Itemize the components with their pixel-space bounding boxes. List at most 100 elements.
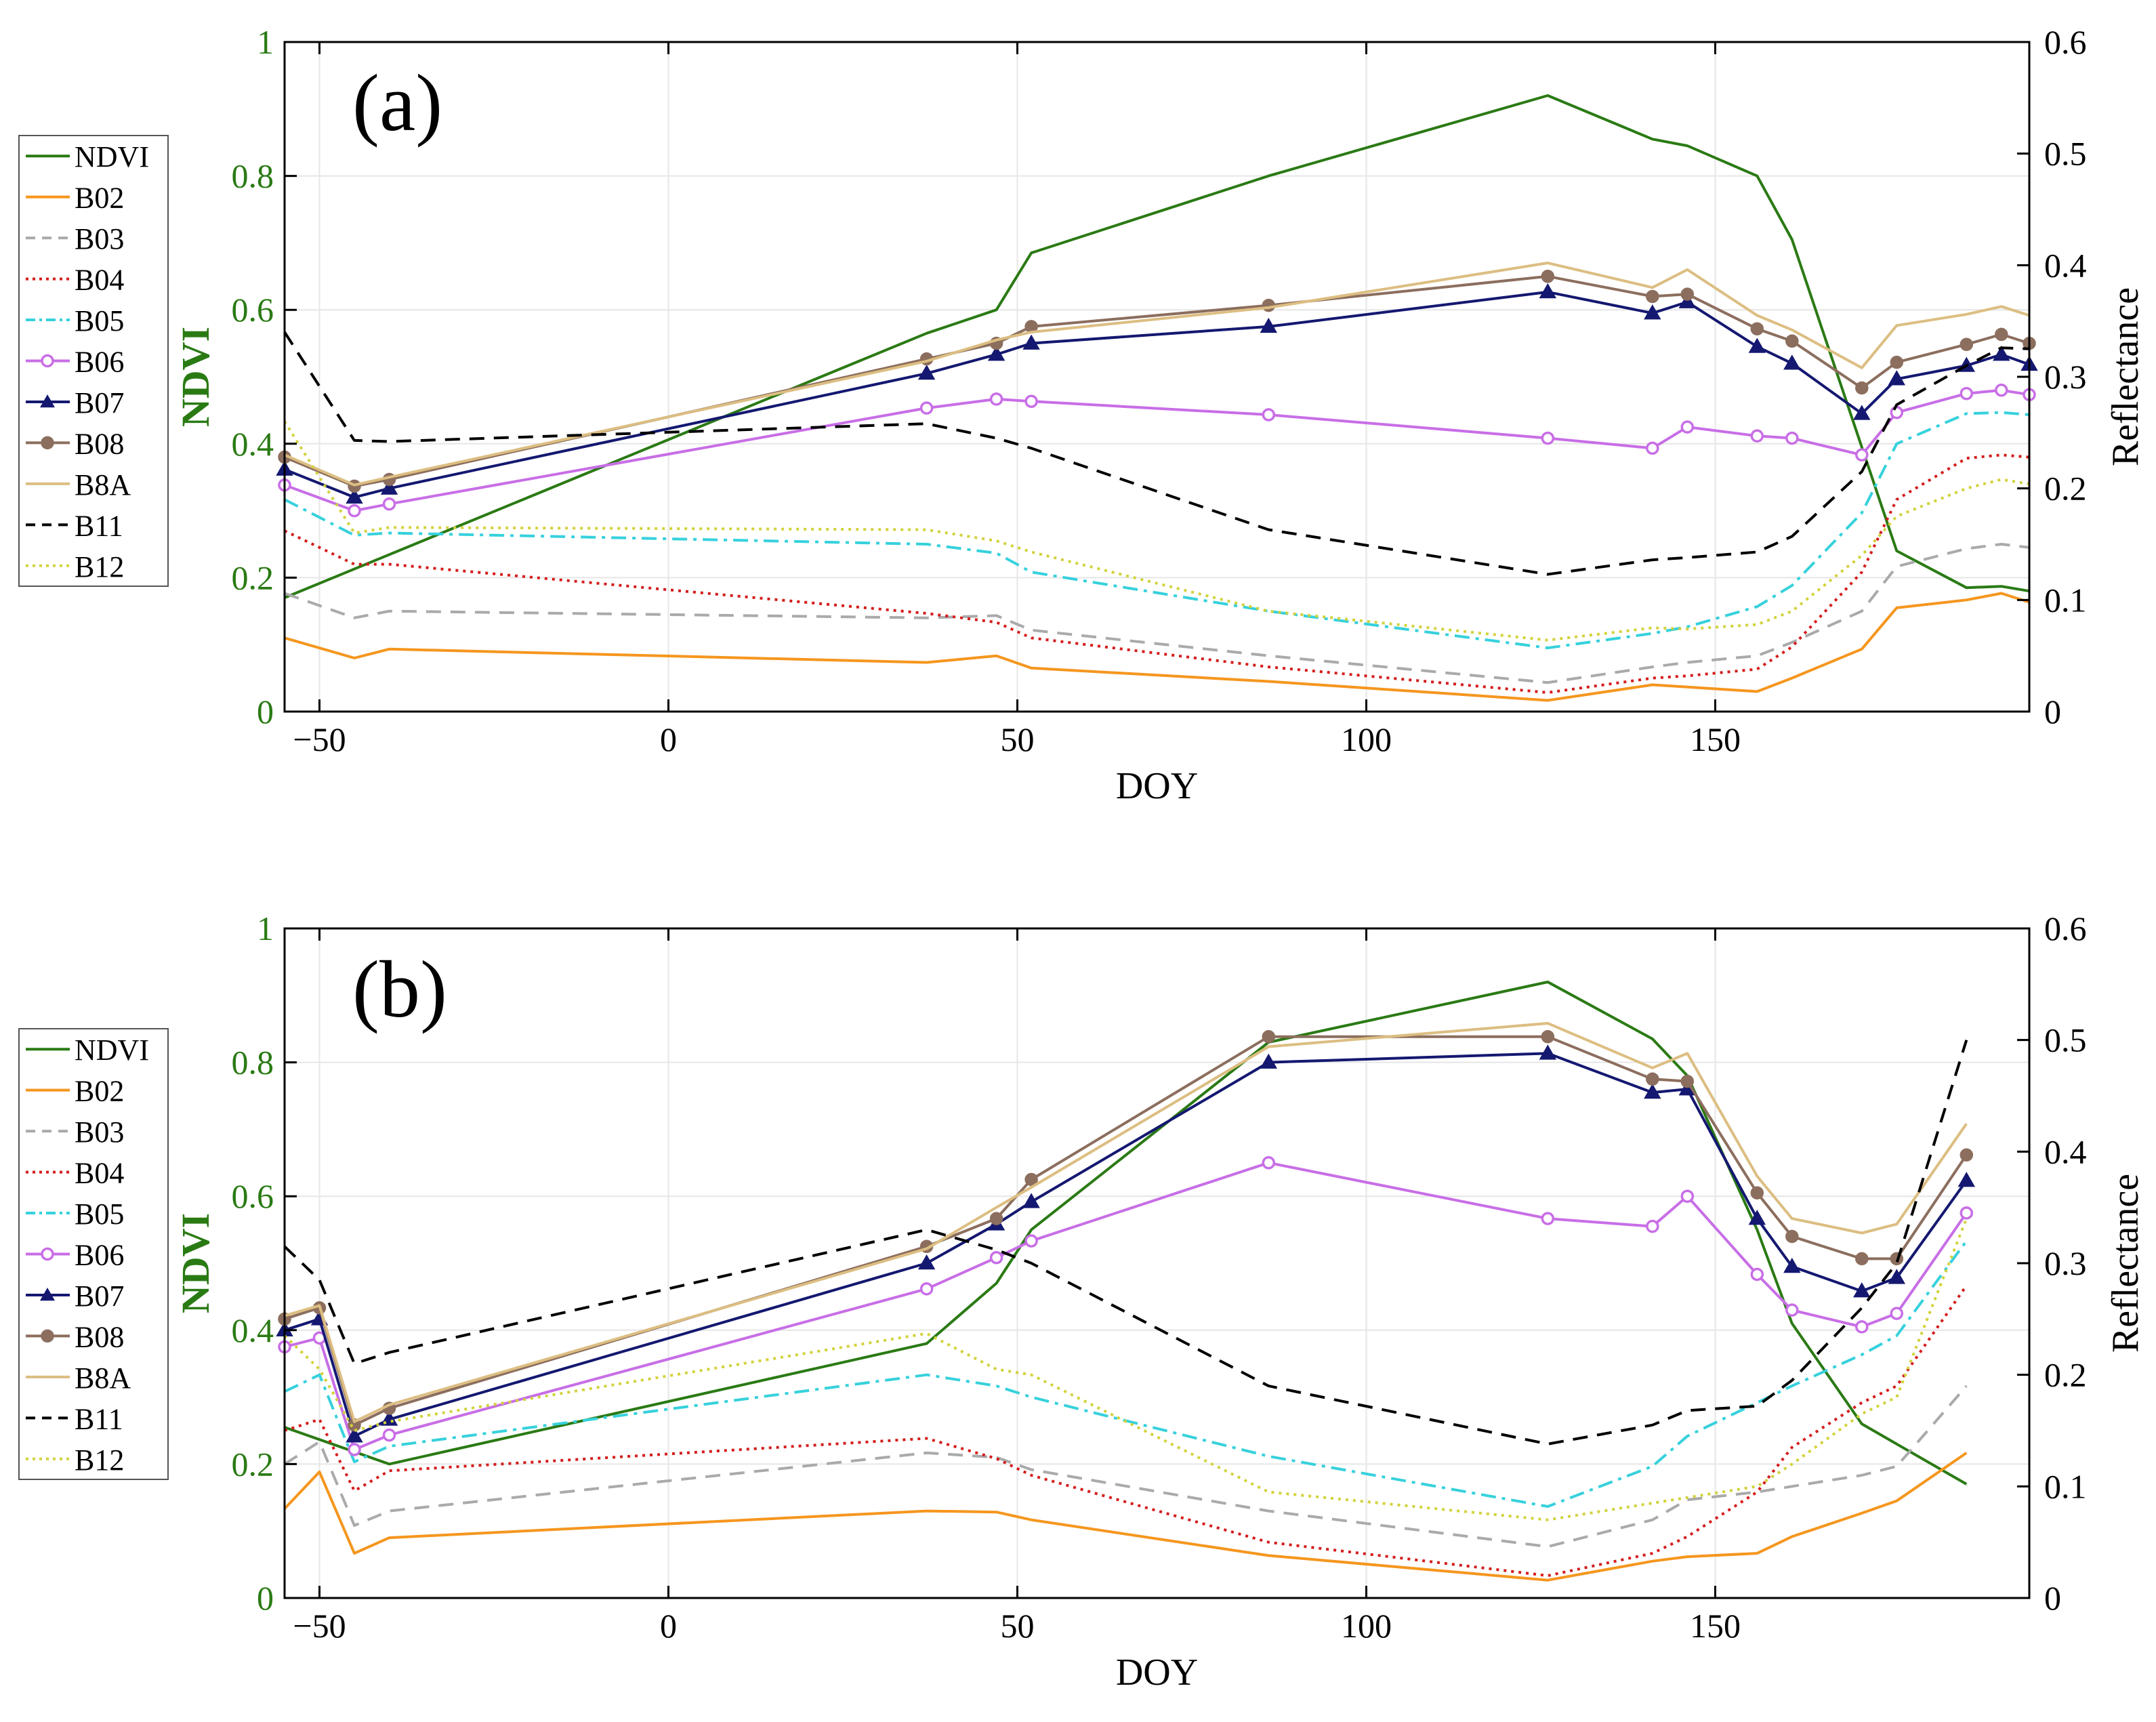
x-axis-label: DOY: [1116, 765, 1198, 807]
data-point-b08: [1750, 1186, 1764, 1200]
y-tick-label-right: 0: [2044, 1579, 2061, 1617]
series-line-b07: [284, 1052, 1968, 1438]
legend-marker: [41, 436, 54, 450]
data-point-b07: [1644, 304, 1661, 320]
data-point-b06: [1024, 1234, 1038, 1248]
data-point-b08: [1541, 1029, 1555, 1044]
legend-label-b8a: B8A: [75, 1361, 131, 1395]
data-point-b07: [1957, 1172, 1976, 1187]
data-point-b07: [1539, 1044, 1557, 1060]
data-point-b06: [1541, 1212, 1555, 1225]
series-line-b05: [284, 411, 2030, 650]
legend-label-b05: B05: [75, 1197, 124, 1231]
data-point-b06: [1646, 441, 1659, 455]
plot-area-frame: [283, 927, 2031, 1599]
legend-label-b05: B05: [75, 304, 124, 337]
y-tick-label-right: 0.5: [2044, 1021, 2087, 1059]
data-point-b06: [1680, 420, 1695, 434]
y-axis-label-left: NDVI: [173, 327, 217, 427]
data-point-b06: [1855, 448, 1869, 462]
x-tick-label: 0: [660, 720, 677, 758]
legend-label-b07: B07: [75, 1279, 124, 1313]
y-tick-label-left: 0.8: [232, 1044, 274, 1082]
series-line-b03: [284, 543, 2030, 684]
series-line-b07: [284, 290, 2030, 499]
y-axis-label-right: Reflectance: [2105, 287, 2147, 466]
data-point-b06: [1024, 394, 1038, 408]
data-point-b06: [1855, 1320, 1869, 1334]
plot-area-frame: [283, 41, 2031, 713]
data-point-b08: [1890, 355, 1904, 369]
data-point-b08: [1855, 1252, 1869, 1266]
grid: [285, 41, 2029, 712]
data-point-b08: [1541, 270, 1555, 283]
data-point-b06: [919, 1282, 934, 1296]
y-tick-label-left: 0.2: [232, 1445, 274, 1483]
data-point-b08: [1750, 322, 1764, 335]
legend-marker: [41, 1329, 54, 1343]
legend-label-b03: B03: [75, 1115, 124, 1149]
data-point-b06: [1750, 429, 1764, 443]
data-point-b06: [1541, 431, 1555, 445]
y-tick-label-right: 0.1: [2044, 581, 2087, 619]
y-tick-label-right: 0.2: [2044, 1356, 2087, 1394]
legend: NDVI B02 B03 B04 B05 B06 B07 B08 B8A B11 B12: [18, 135, 169, 587]
data-point-b08: [1995, 327, 2008, 342]
data-point-b08: [1855, 381, 1869, 395]
series-line-ndvi: [284, 94, 2030, 599]
x-tick-label: −50: [293, 720, 346, 758]
series-line-b02: [284, 592, 2030, 702]
data-point-b08: [1646, 1072, 1659, 1086]
data-point-b07: [1783, 354, 1801, 370]
legend-marker: [40, 394, 55, 408]
series-line-b11: [283, 1040, 1968, 1446]
x-tick-label: 50: [1001, 1607, 1035, 1645]
y-axis-label-right: Reflectance: [2105, 1174, 2147, 1353]
y-tick-label-right: 0.4: [2044, 246, 2087, 284]
x-tick-label: −50: [293, 1607, 346, 1645]
data-point-b08: [1646, 289, 1659, 304]
y-tick-label-left: 0.2: [232, 558, 274, 596]
series-line-b04: [284, 1284, 1968, 1578]
data-point-b07: [1748, 1210, 1766, 1225]
data-point-b07: [987, 346, 1006, 361]
data-point-b07: [1748, 337, 1766, 353]
data-point-b07: [1993, 346, 2010, 361]
y-tick-label-right: 0.6: [2044, 23, 2087, 61]
data-point-b07: [1022, 334, 1040, 350]
x-tick-label: 100: [1341, 1607, 1392, 1645]
series-group: [276, 981, 1976, 1582]
series-line-b05: [284, 1239, 1968, 1508]
grid: [285, 928, 2029, 1599]
legend-label-b06: B06: [75, 346, 124, 379]
data-point-b06: [1960, 1206, 1974, 1220]
series-line-ndvi: [284, 981, 1968, 1485]
data-point-b08: [1960, 337, 1974, 351]
data-point-b07: [380, 479, 398, 495]
series-line-b06: [284, 1161, 1968, 1451]
data-point-b07: [1853, 1282, 1871, 1298]
series-line-b8a: [284, 1022, 1968, 1423]
legend-label-ndvi: NDVI: [75, 1033, 149, 1067]
y-tick-label-right: 0.1: [2044, 1467, 2087, 1505]
y-tick-label-left: 0.4: [232, 1311, 274, 1349]
y-tick-label-right: 0.6: [2044, 909, 2087, 947]
data-point-b06: [382, 1428, 396, 1442]
legend-label-b03: B03: [75, 222, 124, 255]
y-tick-label-left: 0: [257, 693, 274, 731]
legend-label-b8a: B8A: [75, 468, 131, 501]
data-point-b07: [1853, 405, 1871, 420]
data-point-b07: [1888, 370, 1906, 386]
data-point-b06: [1680, 1189, 1695, 1203]
data-point-b06: [1995, 384, 2008, 397]
data-point-b08: [1680, 287, 1695, 301]
series-line-b11: [283, 331, 2030, 576]
data-point-b07: [346, 488, 363, 504]
data-point-b06: [919, 401, 934, 415]
y-tick-label-right: 0.3: [2044, 1244, 2087, 1282]
x-tick-label: 150: [1690, 1607, 1741, 1645]
data-point-b06: [348, 504, 361, 518]
series-group: [276, 94, 2038, 702]
data-point-b06: [382, 497, 396, 511]
data-point-b07: [1260, 317, 1278, 333]
